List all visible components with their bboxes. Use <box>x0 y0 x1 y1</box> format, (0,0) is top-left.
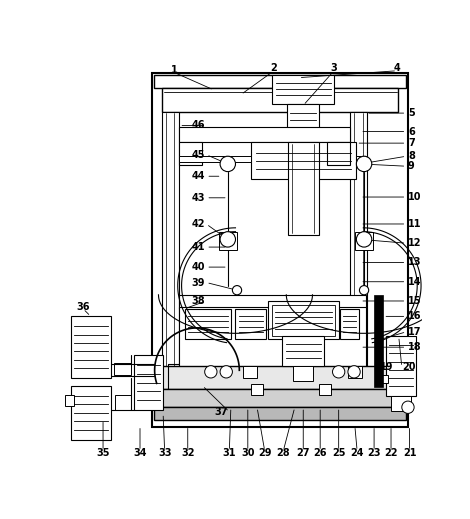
Text: 40: 40 <box>191 262 205 272</box>
Text: 46: 46 <box>191 120 205 130</box>
Bar <box>162 112 179 381</box>
Text: 1: 1 <box>171 65 177 75</box>
Bar <box>340 309 360 339</box>
Circle shape <box>360 285 368 295</box>
Bar <box>293 366 313 381</box>
Text: 3: 3 <box>331 63 337 74</box>
Text: 37: 37 <box>214 407 228 417</box>
Bar <box>355 231 373 250</box>
Text: 31: 31 <box>223 448 236 458</box>
Bar <box>287 104 320 129</box>
Circle shape <box>332 366 345 378</box>
Text: 36: 36 <box>76 302 90 312</box>
Text: 9: 9 <box>408 161 415 171</box>
Bar <box>152 73 408 427</box>
Text: 34: 34 <box>133 448 147 458</box>
Text: 11: 11 <box>408 219 422 229</box>
Text: 45: 45 <box>191 149 205 160</box>
Text: 18: 18 <box>408 342 422 352</box>
Circle shape <box>356 156 372 172</box>
Text: 42: 42 <box>191 219 205 229</box>
Text: 20: 20 <box>402 362 415 372</box>
Bar <box>179 142 203 166</box>
Bar <box>179 307 366 368</box>
Bar <box>235 309 266 339</box>
Circle shape <box>402 401 414 414</box>
Circle shape <box>220 366 232 378</box>
Bar <box>273 75 334 104</box>
Bar <box>134 355 163 411</box>
Bar <box>154 75 407 88</box>
Bar <box>348 366 362 378</box>
Bar <box>154 389 407 407</box>
Text: 44: 44 <box>191 171 205 181</box>
Text: 29: 29 <box>258 448 272 458</box>
Text: 27: 27 <box>297 448 310 458</box>
Text: 26: 26 <box>313 448 327 458</box>
Text: 17: 17 <box>408 327 422 337</box>
Bar <box>380 375 388 383</box>
Text: 32: 32 <box>181 448 195 458</box>
Text: 38: 38 <box>191 296 205 306</box>
Text: 24: 24 <box>351 448 364 458</box>
Bar <box>288 142 319 235</box>
Bar <box>179 156 251 162</box>
Text: 15: 15 <box>408 296 422 306</box>
Text: 13: 13 <box>408 257 422 267</box>
Bar <box>162 88 398 112</box>
Text: 5: 5 <box>408 108 415 118</box>
Text: 19: 19 <box>380 362 394 372</box>
Circle shape <box>220 156 235 172</box>
Text: 10: 10 <box>408 192 422 202</box>
Bar <box>179 295 366 309</box>
Bar <box>70 317 111 378</box>
Bar <box>185 309 231 339</box>
Text: 16: 16 <box>408 311 422 321</box>
Text: 22: 22 <box>384 448 398 458</box>
Text: 23: 23 <box>368 448 381 458</box>
Bar <box>391 395 411 411</box>
Bar <box>319 384 331 395</box>
Bar <box>219 231 237 250</box>
Bar <box>70 386 111 440</box>
Bar <box>115 395 131 411</box>
Text: 12: 12 <box>408 238 422 248</box>
Bar <box>64 395 74 406</box>
Bar <box>243 366 257 378</box>
Bar <box>179 127 350 142</box>
Text: 35: 35 <box>96 448 110 458</box>
Bar <box>272 305 335 336</box>
Text: 4: 4 <box>394 63 400 74</box>
Bar <box>114 363 131 375</box>
Bar <box>251 142 356 180</box>
Circle shape <box>205 366 217 378</box>
Bar <box>154 366 407 389</box>
Bar <box>251 384 263 395</box>
Text: 30: 30 <box>241 448 255 458</box>
Text: 14: 14 <box>408 277 422 286</box>
Text: 43: 43 <box>191 193 205 203</box>
Circle shape <box>356 231 372 247</box>
Text: 2: 2 <box>271 63 277 74</box>
Text: 8: 8 <box>408 151 415 161</box>
Text: 25: 25 <box>332 448 345 458</box>
Circle shape <box>232 285 242 295</box>
Bar <box>327 142 350 166</box>
Bar <box>350 112 367 381</box>
Bar <box>282 336 324 366</box>
Bar <box>374 295 384 387</box>
Circle shape <box>348 366 360 378</box>
Text: 39: 39 <box>191 278 205 288</box>
Bar <box>268 301 339 339</box>
Text: 7: 7 <box>408 138 415 148</box>
Text: 21: 21 <box>403 448 416 458</box>
Bar <box>356 156 367 162</box>
Text: 33: 33 <box>158 448 172 458</box>
Text: 28: 28 <box>276 448 290 458</box>
Text: 6: 6 <box>408 127 415 136</box>
Circle shape <box>220 231 235 247</box>
Text: 41: 41 <box>191 242 205 252</box>
Bar <box>154 407 407 419</box>
Bar <box>386 336 415 395</box>
